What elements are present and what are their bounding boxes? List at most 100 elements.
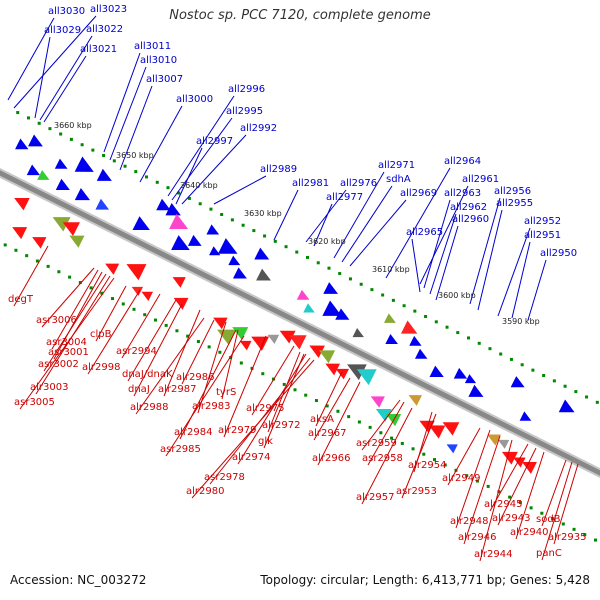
reverse-gene-label: all2962 — [450, 202, 487, 213]
forward-gene-label: sodB — [536, 514, 561, 525]
forward-leader-line — [43, 273, 107, 372]
tick-mark — [424, 314, 428, 318]
forward-leader-line — [515, 451, 545, 540]
reverse-gene-feature — [187, 234, 202, 246]
tick-mark — [475, 479, 479, 483]
reverse-leader-line — [511, 241, 531, 319]
tick-mark — [25, 254, 29, 258]
reverse-gene-label: all3023 — [90, 4, 127, 15]
tick-mark — [37, 121, 41, 125]
forward-leader-line — [197, 321, 227, 414]
forward-leader-line — [447, 427, 481, 486]
forward-gene-feature — [442, 422, 460, 436]
tick-mark — [229, 356, 233, 360]
forward-leader-line — [13, 245, 49, 307]
forward-gene-label: alr2984 — [174, 427, 212, 438]
forward-gene-label: asr2985 — [160, 444, 201, 455]
forward-gene-feature — [239, 340, 252, 351]
tick-mark — [78, 280, 82, 284]
reverse-gene-feature — [15, 138, 29, 150]
tick-mark — [134, 170, 138, 174]
tick-mark — [241, 223, 245, 227]
reverse-gene-label: all2997 — [196, 136, 233, 147]
reverse-leader-line — [119, 85, 153, 171]
forward-gene-feature — [497, 439, 510, 449]
forward-gene-label: asr2994 — [116, 346, 157, 357]
tick-mark — [153, 318, 157, 322]
forward-gene-feature — [69, 235, 85, 248]
reverse-gene-label: all2992 — [240, 123, 277, 134]
forward-gene-label: alr2948 — [450, 516, 488, 527]
forward-gene-feature — [251, 336, 270, 351]
forward-gene-feature — [279, 330, 296, 344]
tick-mark — [143, 313, 147, 317]
forward-leader-line — [19, 277, 115, 410]
reverse-gene-label: all2989 — [260, 164, 297, 175]
tick-mark — [111, 297, 115, 301]
forward-gene-feature — [131, 286, 144, 297]
reverse-leader-line — [333, 171, 385, 259]
reverse-leader-line — [341, 185, 393, 263]
forward-leader-line — [191, 359, 315, 499]
reverse-leader-line — [423, 199, 451, 289]
forward-leader-line — [497, 447, 537, 526]
reverse-gene-label: all2961 — [462, 174, 499, 185]
reverse-leader-line — [435, 225, 459, 301]
reverse-leader-line — [175, 147, 203, 205]
forward-gene-label: alr2983 — [192, 401, 230, 412]
map-title: Nostoc sp. PCC 7120, complete genome — [169, 8, 431, 23]
tick-mark — [509, 357, 513, 361]
tick-mark — [325, 404, 329, 408]
forward-leader-line — [251, 345, 295, 416]
tick-mark — [336, 409, 340, 413]
reverse-gene-feature — [409, 335, 422, 346]
reverse-gene-feature — [453, 367, 468, 379]
reverse-gene-feature — [171, 235, 190, 250]
tick-mark — [145, 175, 149, 179]
forward-gene-label: dnaJ — [128, 384, 150, 395]
reverse-leader-line — [139, 105, 183, 183]
tick-mark — [368, 425, 372, 429]
tick-mark — [284, 245, 288, 249]
forward-gene-feature — [213, 317, 228, 330]
tick-mark — [306, 255, 310, 259]
reverse-gene-feature — [468, 384, 484, 397]
forward-gene-label: alr2944 — [474, 549, 512, 560]
reverse-leader-line — [273, 189, 299, 241]
forward-leader-line — [41, 267, 95, 328]
forward-gene-label: asr3001 — [48, 347, 89, 358]
reverse-gene-feature — [169, 213, 189, 230]
forward-gene-label: alr2949 — [442, 473, 480, 484]
tick-mark — [16, 111, 20, 115]
forward-leader-line — [317, 381, 361, 466]
reverse-leader-line — [349, 199, 407, 267]
reverse-leader-line — [527, 259, 547, 321]
tick-mark — [35, 259, 39, 263]
forward-gene-feature — [32, 237, 47, 249]
forward-gene-feature — [173, 297, 189, 310]
tick-mark — [561, 522, 565, 526]
tick-mark — [540, 511, 544, 515]
tick-mark — [486, 484, 490, 488]
reverse-gene-feature — [206, 224, 220, 235]
forward-gene-label: alr2972 — [262, 420, 300, 431]
forward-gene-feature — [428, 425, 446, 439]
forward-gene-feature — [375, 408, 392, 422]
forward-gene-feature — [318, 350, 336, 364]
scale-label: 3640 kbp — [180, 181, 218, 190]
forward-leader-line — [165, 335, 245, 457]
reverse-gene-label: all2965 — [406, 227, 443, 238]
forward-leader-line — [267, 351, 301, 433]
tick-mark — [220, 213, 224, 217]
forward-gene-label: degT — [8, 294, 34, 305]
scale-label: 3620 kbp — [308, 237, 346, 246]
tick-mark — [595, 400, 599, 404]
reverse-leader-line — [213, 175, 267, 205]
scale-label: 3660 kbp — [54, 121, 92, 130]
forward-gene-label: alr2988 — [130, 402, 168, 413]
forward-leader-line — [263, 353, 305, 449]
forward-leader-line — [401, 413, 437, 499]
reverse-gene-feature — [558, 399, 575, 413]
reverse-gene-feature — [165, 203, 181, 216]
forward-leader-line — [553, 463, 579, 545]
